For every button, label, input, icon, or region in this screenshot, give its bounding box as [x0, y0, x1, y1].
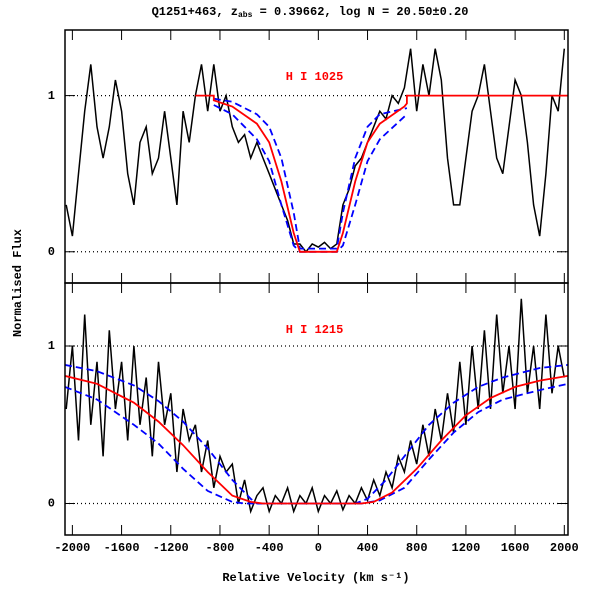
- series-line: [65, 298, 566, 515]
- title-sub: abs: [238, 11, 253, 20]
- x-tick-label: -1200: [153, 541, 189, 555]
- series-line: [65, 375, 568, 505]
- y-tick-label: 0: [48, 497, 55, 511]
- x-tick-label: 800: [406, 541, 428, 555]
- x-tick-label: 2000: [550, 541, 579, 555]
- panel-frame: [64, 29, 569, 284]
- panel-frame: [64, 282, 569, 536]
- x-tick-label: 1600: [501, 541, 530, 555]
- x-tick-label: -2000: [54, 541, 90, 555]
- x-tick-label: 0: [315, 541, 322, 555]
- series-line: [65, 48, 566, 254]
- title-main: Q1251+463, z: [152, 5, 238, 19]
- series-line: [195, 94, 568, 253]
- x-tick-label: -1600: [104, 541, 140, 555]
- annotation: H I 1025: [286, 70, 344, 84]
- x-axis-label: Relative Velocity (km s⁻¹): [222, 571, 409, 585]
- y-tick-label: 1: [48, 89, 55, 103]
- y-tick-label: 0: [48, 245, 55, 259]
- y-axis-label: Normalised Flux: [11, 229, 25, 337]
- x-tick-label: 1200: [452, 541, 481, 555]
- x-tick-label: -400: [255, 541, 284, 555]
- annotation: H I 1215: [286, 323, 344, 337]
- y-tick-label: 1: [48, 339, 55, 353]
- x-tick-label: 400: [357, 541, 379, 555]
- title-rest: = 0.39662, log N = 20.50±0.20: [252, 5, 468, 19]
- x-tick-label: -800: [206, 541, 235, 555]
- series-line: [213, 97, 408, 250]
- series-line: [65, 382, 568, 505]
- chart-title: Q1251+463, zabs = 0.39662, log N = 20.50…: [152, 5, 469, 20]
